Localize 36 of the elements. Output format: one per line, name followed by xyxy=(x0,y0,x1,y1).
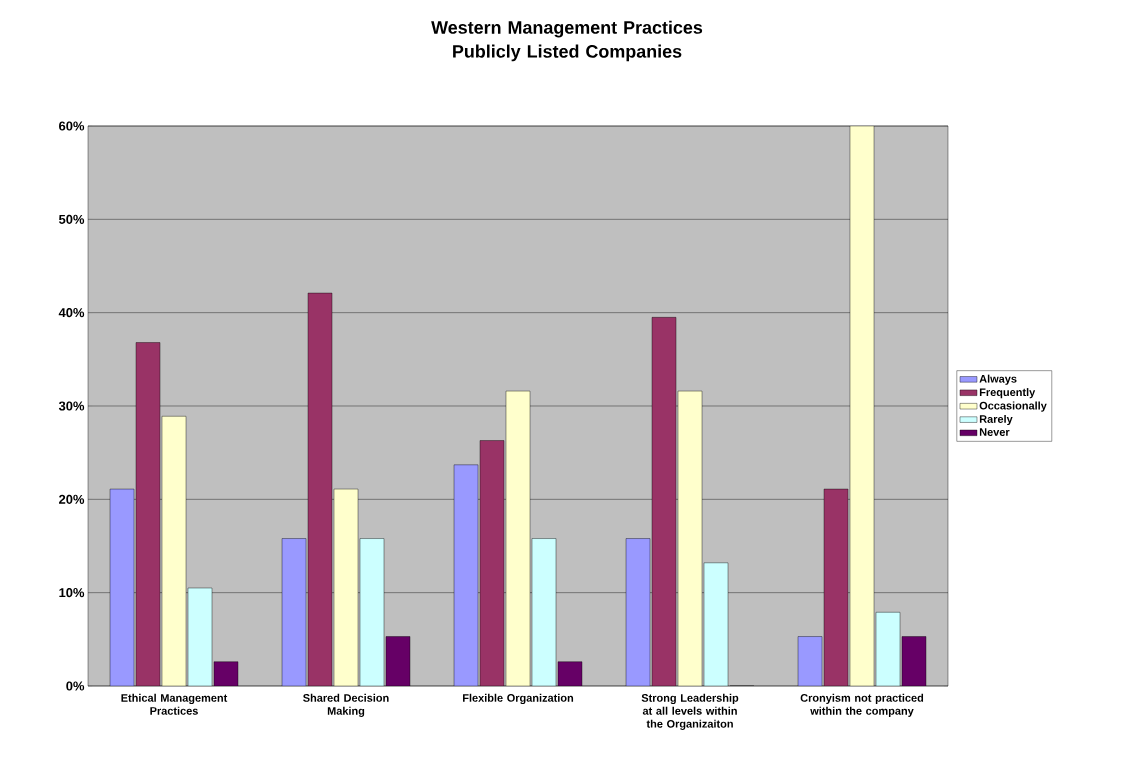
bar xyxy=(187,587,213,686)
bar xyxy=(823,488,849,686)
y-tick-label: 60% xyxy=(59,121,85,131)
y-tick-label: 20% xyxy=(59,494,85,504)
y-tick-label: 0% xyxy=(66,681,85,691)
bar xyxy=(625,538,651,686)
bar xyxy=(333,488,359,686)
bar xyxy=(135,342,161,686)
y-tick-label: 40% xyxy=(58,308,85,318)
legend-label: Never xyxy=(979,428,1010,436)
bar xyxy=(849,126,875,686)
legend-label: Rarely xyxy=(979,414,1013,426)
x-tick-label: Flexible Organization xyxy=(463,693,574,705)
bar xyxy=(703,562,729,686)
bar xyxy=(479,440,505,686)
x-tick-label: Shared Decision Making xyxy=(303,693,389,717)
bar xyxy=(453,464,479,686)
bar xyxy=(307,292,333,686)
x-tick-label: Ethical Management Practices xyxy=(121,693,228,715)
bar xyxy=(505,390,531,686)
x-tick-label: Strong Leadership at all levels within the Organizaiton xyxy=(641,693,739,730)
bar xyxy=(109,488,135,686)
y-tick-label: 30% xyxy=(58,401,85,411)
legend-label: Occasionally xyxy=(979,401,1047,412)
bar xyxy=(677,390,703,686)
chart-title: Western Management Practices Publicly Listed Companies xyxy=(431,20,703,62)
legend-label: Frequently xyxy=(979,388,1036,399)
y-tick-label: 50% xyxy=(58,214,85,224)
bar xyxy=(161,416,187,686)
legend-label: Always xyxy=(979,374,1017,385)
bar xyxy=(281,538,307,686)
bar xyxy=(651,317,677,686)
bar xyxy=(531,538,557,686)
y-tick-label: 10% xyxy=(59,588,85,598)
x-tick-label: Cronyism not practiced within the company xyxy=(800,693,924,717)
bar xyxy=(359,538,385,686)
